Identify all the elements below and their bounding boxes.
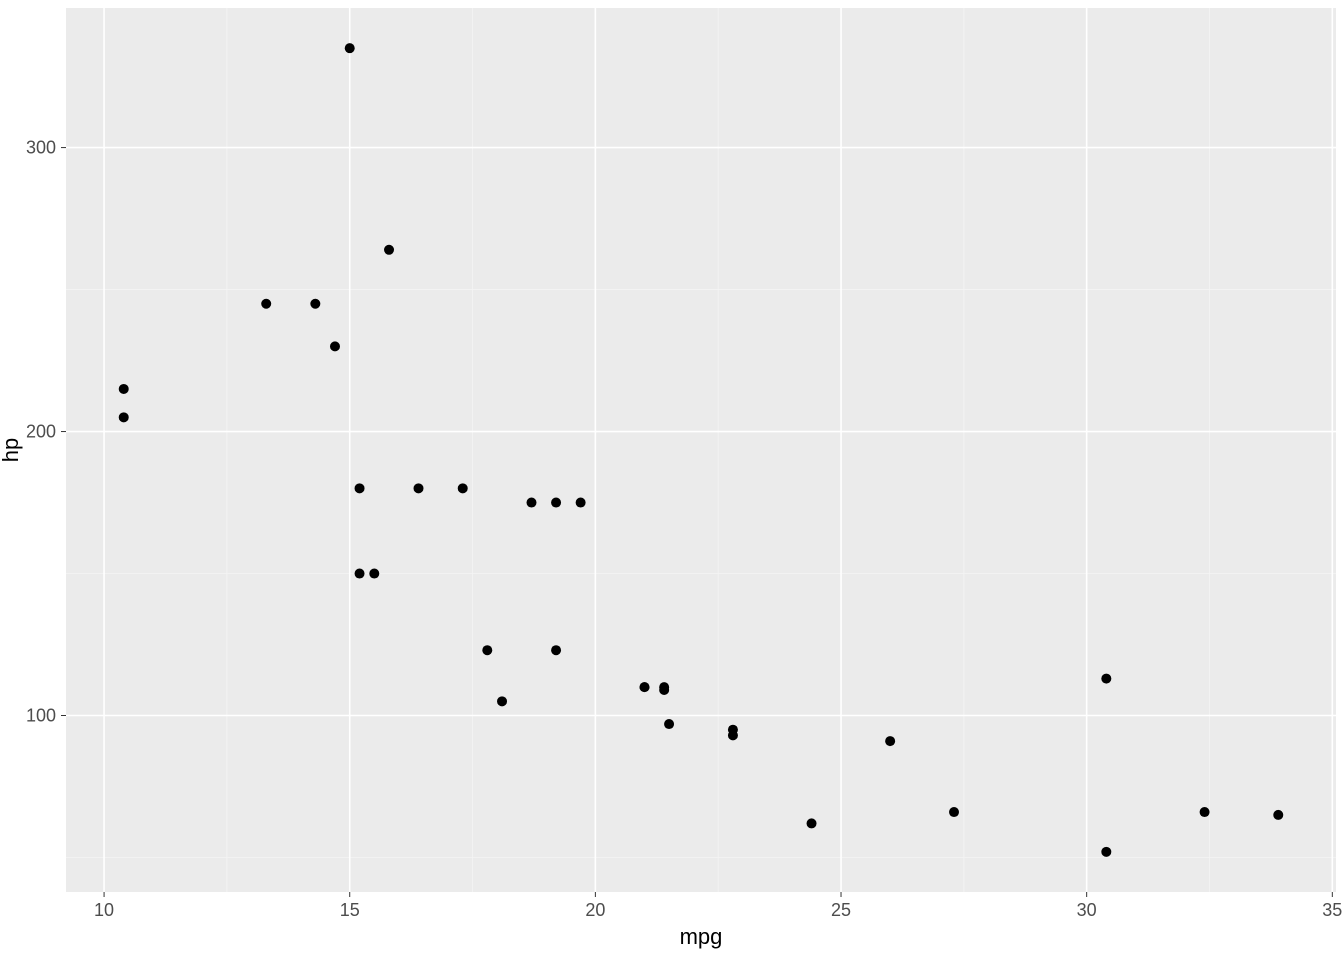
x-tick-label: 15	[340, 900, 360, 920]
data-point	[414, 483, 424, 493]
data-point	[527, 498, 537, 508]
x-tick-label: 20	[585, 900, 605, 920]
y-tick-label: 100	[26, 706, 56, 726]
data-point	[119, 412, 129, 422]
x-axis-title: mpg	[680, 924, 723, 949]
scatter-chart: 10 15 20 25 30 35 100 200 300 mpg hp	[0, 0, 1344, 960]
data-point	[345, 43, 355, 53]
data-point	[576, 498, 586, 508]
data-point	[1101, 847, 1111, 857]
data-point	[355, 569, 365, 579]
x-tick-label: 35	[1322, 900, 1342, 920]
data-point	[1200, 807, 1210, 817]
data-point	[640, 682, 650, 692]
data-point	[551, 645, 561, 655]
chart-svg: 10 15 20 25 30 35 100 200 300 mpg hp	[0, 0, 1344, 960]
data-point	[369, 569, 379, 579]
plot-panel	[66, 8, 1336, 892]
data-point	[551, 498, 561, 508]
y-tick-label: 200	[26, 422, 56, 442]
data-point	[310, 299, 320, 309]
data-point	[807, 818, 817, 828]
x-tick-label: 25	[831, 900, 851, 920]
data-point	[659, 685, 669, 695]
data-point	[119, 384, 129, 394]
y-tick-label: 300	[26, 138, 56, 158]
data-point	[664, 719, 674, 729]
data-point	[355, 483, 365, 493]
data-point	[949, 807, 959, 817]
data-point	[1273, 810, 1283, 820]
y-axis-title: hp	[0, 438, 23, 462]
data-point	[458, 483, 468, 493]
x-tick-label: 30	[1077, 900, 1097, 920]
data-point	[728, 725, 738, 735]
data-point	[1101, 674, 1111, 684]
data-point	[330, 341, 340, 351]
x-tick-label: 10	[94, 900, 114, 920]
data-point	[885, 736, 895, 746]
data-point	[384, 245, 394, 255]
data-point	[482, 645, 492, 655]
data-point	[497, 696, 507, 706]
data-point	[261, 299, 271, 309]
